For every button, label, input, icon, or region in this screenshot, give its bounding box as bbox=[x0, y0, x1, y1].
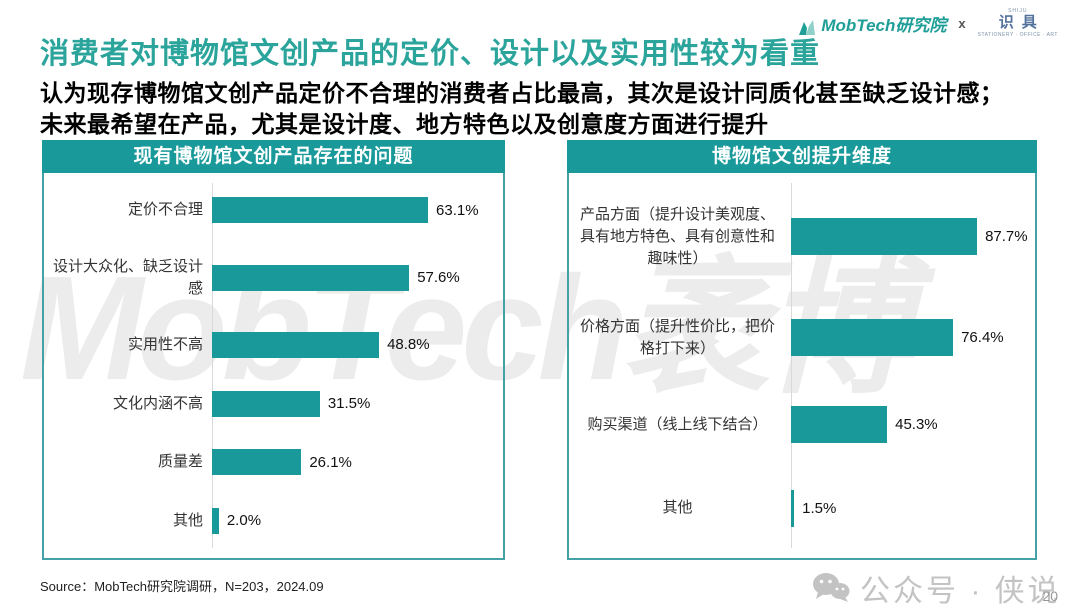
y-axis-line bbox=[791, 183, 792, 548]
mobtech-logo: MobTech研究院 bbox=[797, 11, 946, 36]
bar-area: 45.3% bbox=[791, 406, 1035, 444]
chart-row: 产品方面（提升设计美观度、具有地方特色、具有创意性和趣味性） 87.7% bbox=[569, 204, 1035, 269]
category-label: 文化内涵不高 bbox=[112, 394, 203, 412]
bar-area: 26.1% bbox=[212, 449, 503, 476]
chart-panel-problems: 现有博物馆文创产品存在的问题 定价不合理 63.1% 设计大众化、缺乏设计感 57.6… bbox=[42, 140, 505, 560]
chart-row: 其他 1.5% bbox=[569, 489, 1035, 527]
bar-area: 57.6% bbox=[212, 264, 503, 291]
category-label: 产品方面（提升设计美观度、具有地方特色、具有创意性和趣味性） bbox=[579, 206, 775, 267]
y-axis-line bbox=[212, 183, 213, 548]
page-subtitle: 认为现存博物馆文创产品定价不合理的消费者占比最高，其次是设计同质化甚至缺乏设计感… bbox=[40, 78, 1060, 139]
chart-row: 价格方面（提升性价比，把价格打下来） 76.4% bbox=[569, 316, 1035, 360]
logo-separator: x bbox=[958, 15, 966, 31]
chart-title: 博物馆文创提升维度 bbox=[567, 140, 1037, 173]
bar-value-label: 2.0% bbox=[226, 512, 262, 530]
chart-plot-area: 产品方面（提升设计美观度、具有地方特色、具有创意性和趣味性） 87.7% 价格方面（… bbox=[569, 173, 1035, 558]
chart-row: 设计大众化、缺乏设计感 57.6% bbox=[44, 256, 503, 300]
shiju-logo: SHIJU 识具 STATIONERY · OFFICE · ART bbox=[978, 8, 1058, 38]
category-label: 价格方面（提升性价比，把价格打下来） bbox=[579, 318, 775, 357]
bar-area: 63.1% bbox=[212, 197, 503, 224]
chart-row: 实用性不高 48.8% bbox=[44, 331, 503, 358]
shiju-logo-label: 识具 bbox=[998, 14, 1045, 31]
bar-area: 48.8% bbox=[212, 331, 503, 358]
shiju-logo-tagline: STATIONERY · OFFICE · ART bbox=[977, 32, 1058, 38]
category-label: 实用性不高 bbox=[127, 336, 203, 354]
category-label: 其他 bbox=[172, 511, 203, 529]
source-note: Source：MobTech研究院调研，N=203，2024.09 bbox=[40, 579, 324, 594]
chart-plot-area: 定价不合理 63.1% 设计大众化、缺乏设计感 57.6% 实用性不高 48.8% 文化内涵… bbox=[44, 173, 503, 558]
chart-title: 现有博物馆文创产品存在的问题 bbox=[42, 140, 505, 173]
bar bbox=[212, 507, 219, 534]
wechat-icon bbox=[812, 572, 850, 604]
wechat-watermark: 公众号 · 侠说 bbox=[812, 566, 1061, 608]
bar-area: 2.0% bbox=[212, 507, 503, 534]
mobtech-logo-icon bbox=[797, 18, 817, 36]
chart-panel-improvements: 博物馆文创提升维度 产品方面（提升设计美观度、具有地方特色、具有创意性和趣味性）… bbox=[567, 140, 1037, 560]
chart-row: 其他 2.0% bbox=[44, 507, 503, 534]
category-label: 其他 bbox=[662, 499, 693, 517]
subtitle-line-1: 认为现存博物馆文创产品定价不合理的消费者占比最高，其次是设计同质化甚至缺乏设计感… bbox=[40, 80, 1004, 106]
background-watermark: MobTech袤博 bbox=[20, 246, 912, 411]
bar bbox=[791, 319, 954, 357]
page-number: 20 bbox=[1042, 588, 1058, 604]
page-title: 消费者对博物馆文创产品的定价、设计以及实用性较为看重 bbox=[40, 38, 821, 70]
bar-area: 31.5% bbox=[212, 390, 503, 417]
bar-area: 76.4% bbox=[791, 319, 1035, 357]
bar-value-label: 1.5% bbox=[802, 499, 837, 517]
bar-area: 87.7% bbox=[791, 218, 1035, 256]
category-label: 设计大众化、缺乏设计感 bbox=[52, 257, 203, 297]
category-label: 购买渠道（线上线下结合） bbox=[587, 415, 768, 433]
logo-row: MobTech研究院 x SHIJU 识具 STATIONERY · OFFIC… bbox=[797, 8, 1058, 38]
bar bbox=[212, 331, 380, 358]
bar bbox=[791, 218, 978, 256]
chart-row: 购买渠道（线上线下结合） 45.3% bbox=[569, 406, 1035, 444]
bar bbox=[791, 406, 888, 444]
bar bbox=[212, 264, 410, 291]
bar-value-label: 63.1% bbox=[436, 201, 479, 219]
chart-row: 文化内涵不高 31.5% bbox=[44, 390, 503, 417]
bar bbox=[212, 390, 320, 417]
chart-row: 质量差 26.1% bbox=[44, 449, 503, 476]
bar-value-label: 76.4% bbox=[961, 329, 1004, 347]
bar-value-label: 45.3% bbox=[895, 416, 938, 434]
shiju-logo-top-text: SHIJU bbox=[1008, 8, 1028, 14]
mobtech-logo-label: MobTech研究院 bbox=[821, 15, 947, 35]
bar-value-label: 31.5% bbox=[327, 395, 371, 413]
bar-value-label: 57.6% bbox=[417, 269, 460, 287]
wechat-watermark-text: 公众号 · 侠说 bbox=[860, 575, 1061, 608]
category-label: 定价不合理 bbox=[127, 201, 203, 219]
category-label: 质量差 bbox=[157, 453, 203, 471]
subtitle-line-2: 未来最希望在产品，尤其是设计度、地方特色以及创意度方面进行提升 bbox=[40, 110, 769, 137]
bar-area: 1.5% bbox=[791, 489, 1035, 527]
bar bbox=[212, 197, 429, 224]
chart-row: 定价不合理 63.1% bbox=[44, 197, 503, 224]
bar bbox=[212, 449, 302, 476]
bar-value-label: 26.1% bbox=[309, 453, 352, 471]
bar-value-label: 87.7% bbox=[985, 228, 1028, 246]
bar bbox=[791, 489, 795, 527]
bar-value-label: 48.8% bbox=[387, 336, 430, 354]
